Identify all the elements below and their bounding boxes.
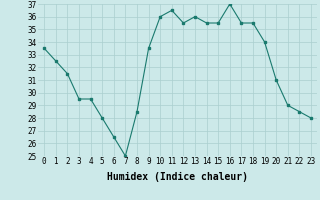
X-axis label: Humidex (Indice chaleur): Humidex (Indice chaleur) bbox=[107, 172, 248, 182]
